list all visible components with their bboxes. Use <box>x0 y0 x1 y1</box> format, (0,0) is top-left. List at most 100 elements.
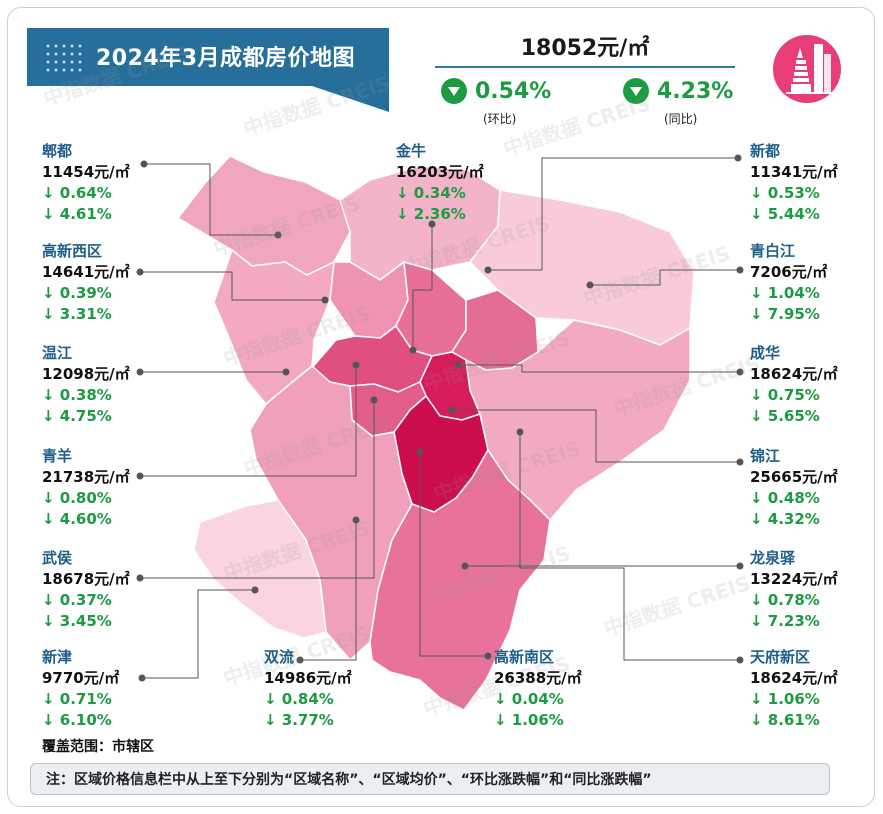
coverage-note: 覆盖范围：市辖区 <box>42 739 154 755</box>
district-yoy: ↓ 4.75% <box>42 407 112 425</box>
district-info-jinjiang: 锦江 25665元/㎡ ↓ 0.48% ↓ 4.32% <box>750 446 838 530</box>
district-yoy: ↓ 7.95% <box>750 305 820 323</box>
district-mom: ↓ 0.39% <box>42 284 112 302</box>
yoy-change: 4.23% <box>623 78 733 104</box>
district-info-wenjiang: 温江 12098元/㎡ ↓ 0.38% ↓ 4.75% <box>42 343 130 427</box>
district-mom: ↓ 0.53% <box>750 184 820 202</box>
district-mom: ↓ 0.75% <box>750 386 820 404</box>
mom-label: (环比) <box>483 112 517 126</box>
leader-shuangliu <box>300 520 357 661</box>
district-mom: ↓ 0.71% <box>42 690 112 708</box>
district-info-qingyang: 青羊 21738元/㎡ ↓ 0.80% ↓ 4.60% <box>42 446 130 530</box>
district-yoy: ↓ 5.44% <box>750 205 820 223</box>
district-price: 14641元/㎡ <box>42 263 130 281</box>
leader-gaoxinnan <box>419 452 488 657</box>
district-yoy: ↓ 8.61% <box>750 711 820 729</box>
leader-pidu <box>144 163 278 236</box>
district-info-gaoxin-west: 高新西区 14641元/㎡ ↓ 0.39% ↓ 3.31% <box>42 241 130 325</box>
legend-note-box <box>30 763 830 795</box>
district-area-wenjiang[interactable] <box>213 248 335 406</box>
district-info-gaoxin-south: 高新南区 26388元/㎡ ↓ 0.04% ↓ 1.06% <box>494 647 582 731</box>
down-triangle-icon <box>623 78 649 104</box>
district-price: 21738元/㎡ <box>42 468 130 486</box>
district-name: 温江 <box>42 344 73 362</box>
district-info-chenghua: 成华 18624元/㎡ ↓ 0.75% ↓ 5.65% <box>750 343 838 427</box>
district-mom: ↓ 1.04% <box>750 284 820 302</box>
leader-jinniu <box>412 224 433 350</box>
map-title: 2024年3月成都房价地图 <box>96 46 356 71</box>
district-name: 青羊 <box>42 447 73 465</box>
district-price: 18624元/㎡ <box>750 365 838 383</box>
district-price: 13224元/㎡ <box>750 570 838 588</box>
district-name: 青白江 <box>750 242 796 260</box>
district-name: 高新南区 <box>494 648 555 666</box>
district-info-longquanyi: 龙泉驿 13224元/㎡ ↓ 0.78% ↓ 7.23% <box>750 548 838 632</box>
district-yoy: ↓ 4.60% <box>42 510 112 528</box>
yoy-label: (同比) <box>664 112 698 126</box>
district-info-qingbaijiang: 青白江 7206元/㎡ ↓ 1.04% ↓ 7.95% <box>750 241 827 325</box>
leader-jinjiang <box>452 409 740 463</box>
district-name: 新津 <box>42 648 73 666</box>
mom-change: 0.54% <box>441 78 551 104</box>
leader-tianfu <box>519 432 740 661</box>
district-name: 高新西区 <box>42 242 103 260</box>
leader-qingyang <box>140 365 357 477</box>
district-price: 9770元/㎡ <box>42 669 120 687</box>
district-price: 12098元/㎡ <box>42 365 130 383</box>
district-area-xinjin[interactable] <box>193 499 327 639</box>
district-name: 锦江 <box>750 447 781 465</box>
district-yoy: ↓ 3.45% <box>42 612 112 630</box>
district-name: 郫都 <box>42 142 73 160</box>
district-yoy: ↓ 2.36% <box>396 205 466 223</box>
district-name: 天府新区 <box>750 648 811 666</box>
district-name: 新都 <box>750 142 781 160</box>
district-info-wuhou: 武侯 18678元/㎡ ↓ 0.37% ↓ 3.45% <box>42 548 130 632</box>
district-yoy: ↓ 5.65% <box>750 407 820 425</box>
leader-xindu <box>488 157 738 271</box>
district-yoy: ↓ 3.77% <box>264 711 334 729</box>
district-price: 18624元/㎡ <box>750 669 838 687</box>
district-price: 25665元/㎡ <box>750 468 838 486</box>
district-price: 18678元/㎡ <box>42 570 130 588</box>
city-average-price: 18052元/㎡ <box>520 36 650 61</box>
district-mom: ↓ 0.64% <box>42 184 112 202</box>
district-yoy: ↓ 4.61% <box>42 205 112 223</box>
district-mom: ↓ 0.78% <box>750 591 820 609</box>
title-banner-tail <box>312 86 389 112</box>
district-price: 26388元/㎡ <box>494 669 582 687</box>
district-name: 龙泉驿 <box>750 549 796 567</box>
district-mom: ↓ 0.04% <box>494 690 564 708</box>
district-mom: ↓ 1.06% <box>750 690 820 708</box>
district-price: 11454元/㎡ <box>42 163 130 181</box>
district-yoy: ↓ 3.31% <box>42 305 112 323</box>
district-area-tianfu[interactable] <box>369 448 551 711</box>
district-info-xinjin: 新津 9770元/㎡ ↓ 0.71% ↓ 6.10% <box>42 647 119 731</box>
summary-divider <box>435 66 735 68</box>
district-info-shuangliu: 双流 14986元/㎡ ↓ 0.84% ↓ 3.77% <box>264 647 352 731</box>
district-area-pidu[interactable] <box>176 155 351 276</box>
district-mom: ↓ 0.80% <box>42 489 112 507</box>
district-info-xindu: 新都 11341元/㎡ ↓ 0.53% ↓ 5.44% <box>750 141 838 225</box>
legend-note-text: 注：区域价格信息栏中从上至下分别为“区域名称”、“区域均价”、“环比涨跌幅”和“… <box>46 772 652 788</box>
district-price: 11341元/㎡ <box>750 163 838 181</box>
leader-wuhou <box>140 400 375 579</box>
leader-xinjin <box>142 589 255 679</box>
leader-chenghua <box>458 364 740 373</box>
district-info-pidu: 郫都 11454元/㎡ ↓ 0.64% ↓ 4.61% <box>42 141 130 225</box>
leader-gaoxinxi <box>140 271 325 301</box>
district-yoy: ↓ 6.10% <box>42 711 112 729</box>
district-mom: ↓ 0.37% <box>42 591 112 609</box>
district-name: 武侯 <box>42 549 73 567</box>
district-name: 成华 <box>750 344 781 362</box>
district-mom: ↓ 0.84% <box>264 690 334 708</box>
down-triangle-icon <box>441 78 467 104</box>
leader-qingbaijiang <box>590 269 740 286</box>
yoy-value: 4.23% <box>657 78 734 104</box>
district-mom: ↓ 0.34% <box>396 184 466 202</box>
district-info-tianfu: 天府新区 18624元/㎡ ↓ 1.06% ↓ 8.61% <box>750 647 838 731</box>
district-mom: ↓ 0.48% <box>750 489 820 507</box>
district-name: 双流 <box>264 648 295 666</box>
district-yoy: ↓ 1.06% <box>494 711 564 729</box>
district-price: 16203元/㎡ <box>396 163 484 181</box>
